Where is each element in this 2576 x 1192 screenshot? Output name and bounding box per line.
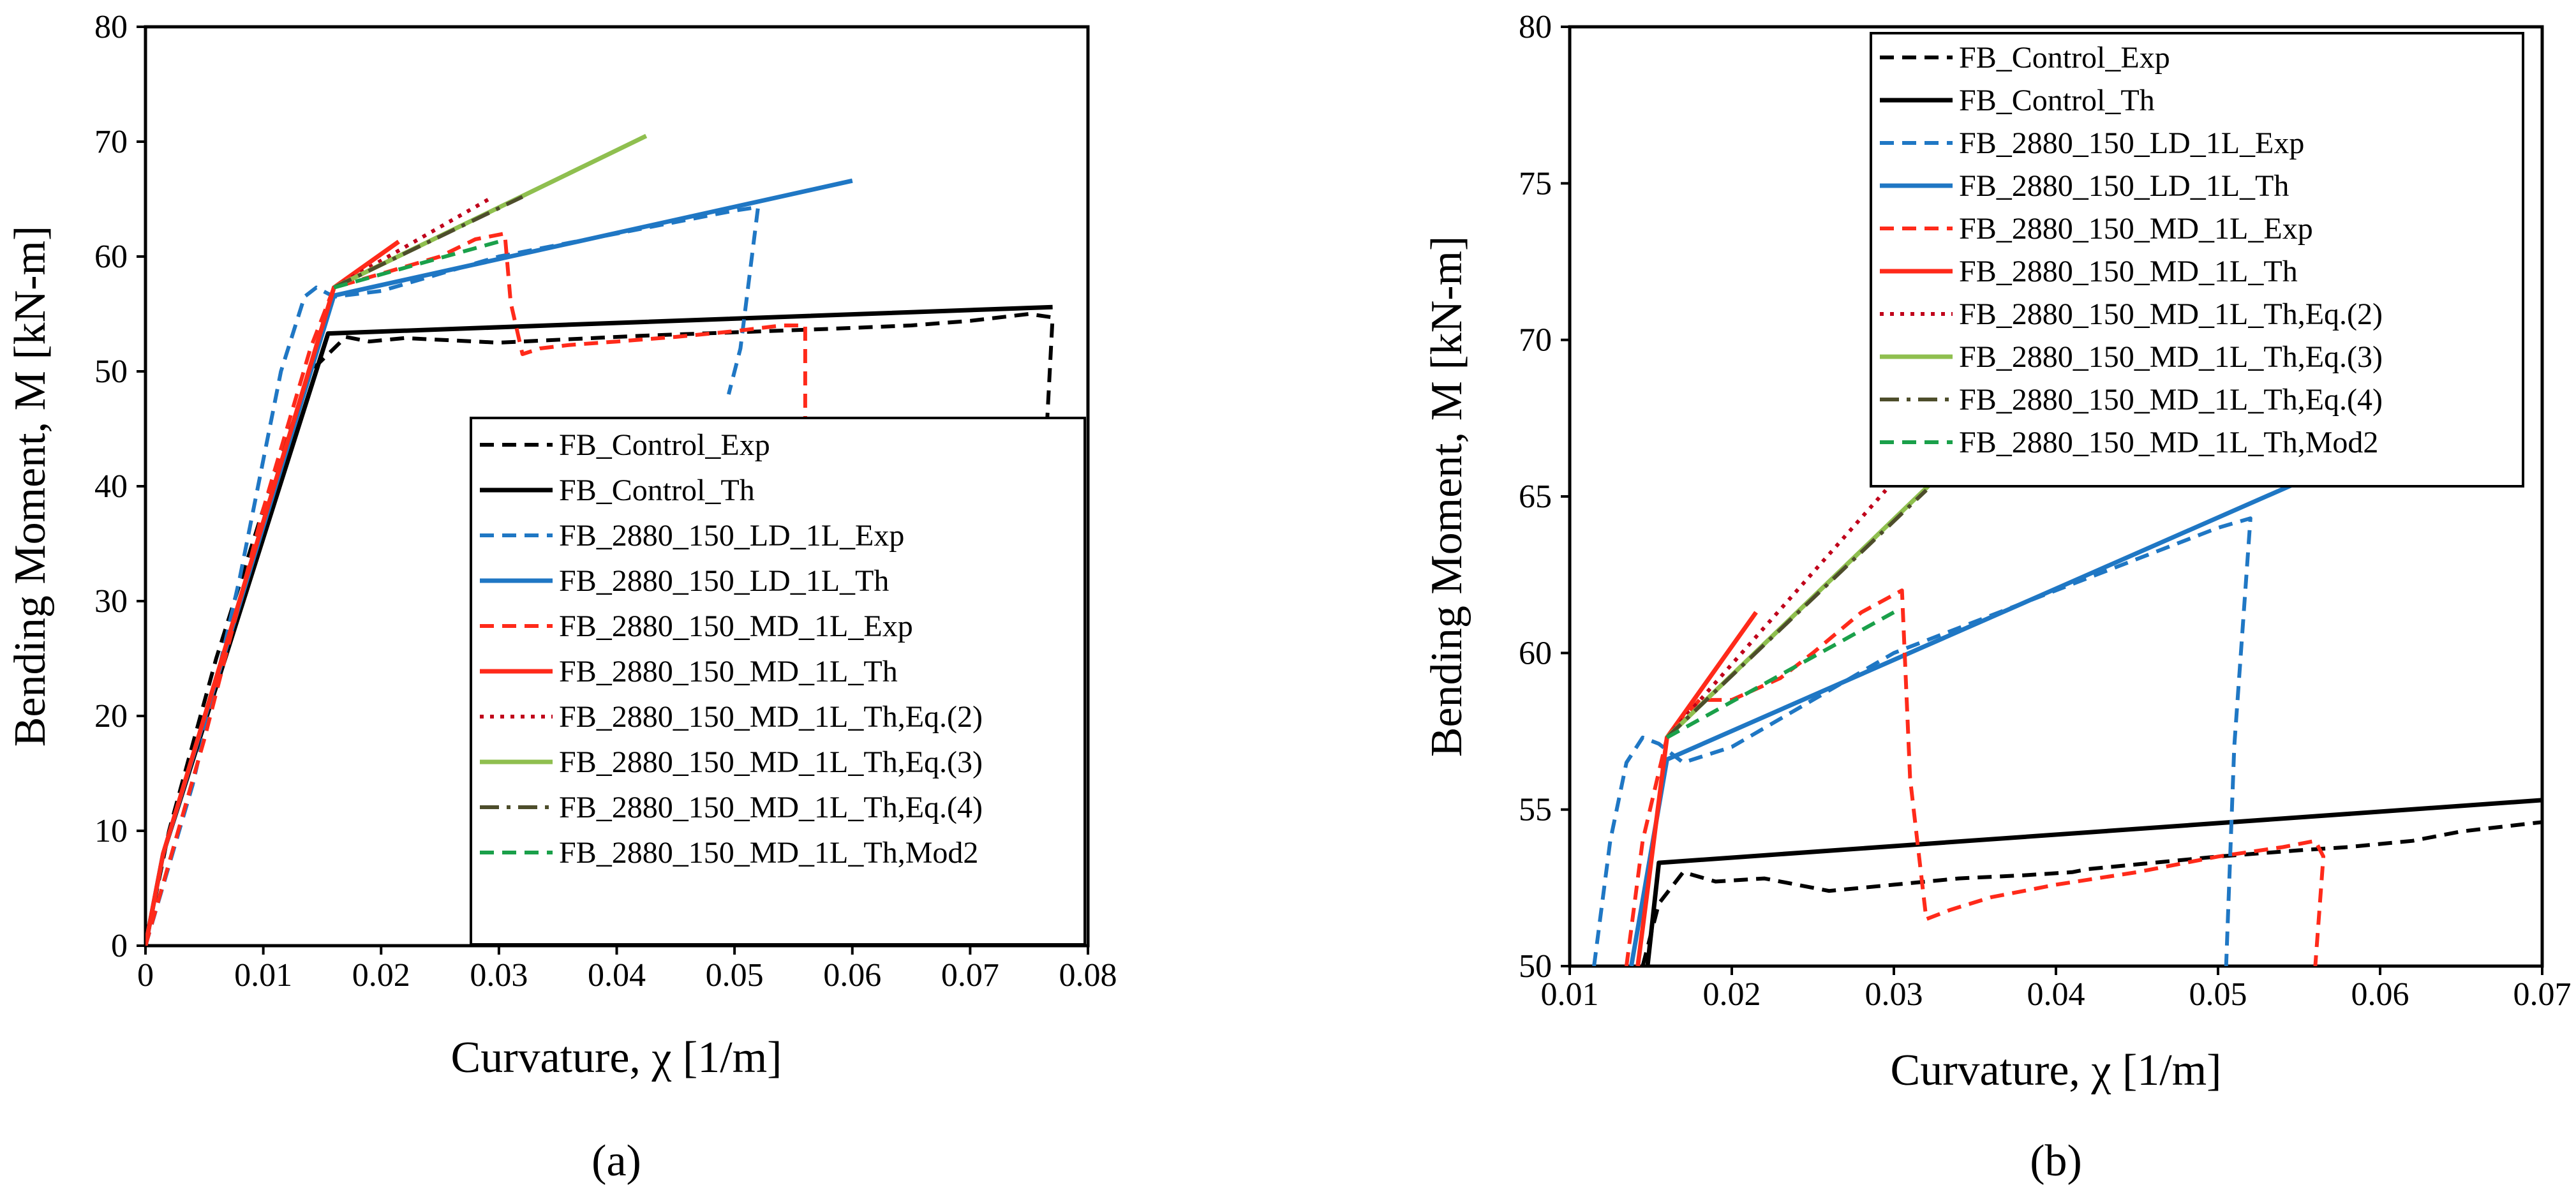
series-line-fb-2880-150-md-1l-th [145, 239, 400, 946]
x-tick-label: 0.03 [470, 957, 528, 994]
y-tick-label: 55 [1519, 792, 1552, 828]
x-tick-label: 0.05 [706, 957, 764, 994]
x-tick-label: 0.07 [2513, 976, 2572, 1013]
chart-panel-a: 0 0.01 0.02 0.03 0.04 0.05 0.06 0.07 0.08 0 10 20 30… [6, 9, 1117, 1186]
x-tick-label: 0.02 [352, 957, 410, 994]
panel-caption: (b) [2030, 1136, 2082, 1186]
legend-entry-label: FB_2880_150_MD_1L_Th,Eq.(3) [559, 745, 983, 779]
series-line-fb-control-th [1645, 798, 2542, 966]
legend-entry-label: FB_Control_Th [1959, 84, 2155, 117]
legend-entry-label: FB_2880_150_MD_1L_Th,Eq.(3) [1959, 340, 2383, 374]
legend-entry-label: FB_2880_150_MD_1L_Exp [559, 609, 913, 643]
y-tick-label: 80 [1519, 9, 1552, 45]
x-tick-label: 0.08 [1059, 957, 1117, 994]
x-tick-label: 0.01 [1541, 976, 1599, 1013]
tick-layer: 0.01 0.02 0.03 0.04 0.05 0.06 0.07 50 55 60 65 70 75… [1519, 9, 2572, 1013]
legend-entry-label: FB_2880_150_MD_1L_Th,Mod2 [1959, 426, 2378, 459]
legend-entry-label: FB_2880_150_LD_1L_Exp [559, 519, 904, 553]
legend-box [470, 417, 1086, 946]
x-tick-label: 0.06 [2351, 976, 2409, 1013]
x-tick-label: 0.03 [1865, 976, 1923, 1013]
legend-entry-label: FB_Control_Exp [559, 428, 770, 462]
series-line-fb-2880-150-md-1l-th-eq-2 [1665, 489, 1887, 739]
series-line-fb-2880-150-md-1l-th-eq-3 [332, 133, 648, 290]
y-tick-label: 60 [1519, 635, 1552, 671]
x-tick-label: 0.07 [941, 957, 999, 994]
x-tick-label: 0.01 [234, 957, 292, 994]
series-line-fb-2880-150-ld-1l-th [1629, 444, 2381, 966]
y-tick-label: 70 [1519, 322, 1552, 359]
legend-box [1870, 32, 2524, 488]
panel-caption: (a) [592, 1136, 641, 1186]
series-line-fb-control-exp [1641, 820, 2542, 966]
legend: FB_Control_Exp FB_Control_Th FB_2880_150_L… [1870, 32, 2524, 488]
y-tick-label: 20 [94, 698, 128, 734]
y-tick-label: 50 [94, 354, 128, 390]
x-tick-label: 0 [137, 957, 154, 994]
legend-entry-label: FB_2880_150_MD_1L_Th,Mod2 [559, 836, 978, 870]
legend-entry-label: FB_2880_150_MD_1L_Th,Eq.(4) [1959, 383, 2383, 417]
x-tick-label: 0.04 [588, 957, 646, 994]
y-tick-label: 40 [94, 468, 128, 505]
y-tick-label: 75 [1519, 165, 1552, 202]
y-tick-label: 70 [94, 124, 128, 160]
y-tick-label: 50 [1519, 948, 1552, 985]
series-line-fb-2880-150-md-1l-th-eq-4 [333, 195, 524, 290]
x-tick-label: 0.02 [1703, 976, 1761, 1013]
legend-entry-label: FB_Control_Exp [1959, 41, 2170, 75]
x-axis-title: Curvature, χ [1/m] [451, 1033, 782, 1082]
y-axis-title: Bending Moment, M [kN-m] [1422, 236, 1471, 757]
legend: FB_Control_Exp FB_Control_Th FB_2880_150_L… [470, 417, 1086, 946]
y-axis-title: Bending Moment, M [kN-m] [6, 226, 55, 747]
y-tick-label: 80 [94, 9, 128, 45]
y-tick-label: 10 [94, 813, 128, 849]
x-tick-label: 0.04 [2027, 976, 2085, 1013]
legend-entry-label: FB_2880_150_MD_1L_Th,Eq.(2) [559, 700, 983, 734]
tick-layer: 0 0.01 0.02 0.03 0.04 0.05 0.06 0.07 0.08 0 10 20 30… [94, 9, 1117, 994]
series-layer [145, 133, 1055, 946]
legend-entry-label: FB_2880_150_MD_1L_Th [559, 655, 898, 689]
legend-entry-label: FB_2880_150_LD_1L_Exp [1959, 126, 2304, 160]
series-line-fb-2880-150-md-1l-th-mod2 [333, 239, 500, 290]
y-tick-label: 60 [94, 239, 128, 275]
x-tick-label: 0.06 [823, 957, 881, 994]
legend-entry-label: FB_2880_150_LD_1L_Th [1959, 169, 2289, 203]
legend-entry-label: FB_2880_150_MD_1L_Th,Eq.(2) [1959, 297, 2383, 331]
x-tick-label: 0.05 [2189, 976, 2247, 1013]
y-tick-label: 65 [1519, 479, 1552, 515]
chart-panel-b: 0.01 0.02 0.03 0.04 0.05 0.06 0.07 50 55 60 65 70 75… [1422, 9, 2572, 1186]
legend-entry-label: FB_Control_Th [559, 473, 755, 507]
y-tick-label: 0 [111, 928, 128, 964]
legend-entry-label: FB_2880_150_MD_1L_Th,Eq.(4) [559, 791, 983, 824]
x-axis-title: Curvature, χ [1/m] [1891, 1046, 2222, 1095]
legend-entry-label: FB_2880_150_MD_1L_Th [1959, 255, 2298, 288]
y-tick-label: 30 [94, 583, 128, 620]
legend-entry-label: FB_2880_150_LD_1L_Th [559, 564, 889, 598]
legend-entry-label: FB_2880_150_MD_1L_Exp [1959, 212, 2313, 246]
